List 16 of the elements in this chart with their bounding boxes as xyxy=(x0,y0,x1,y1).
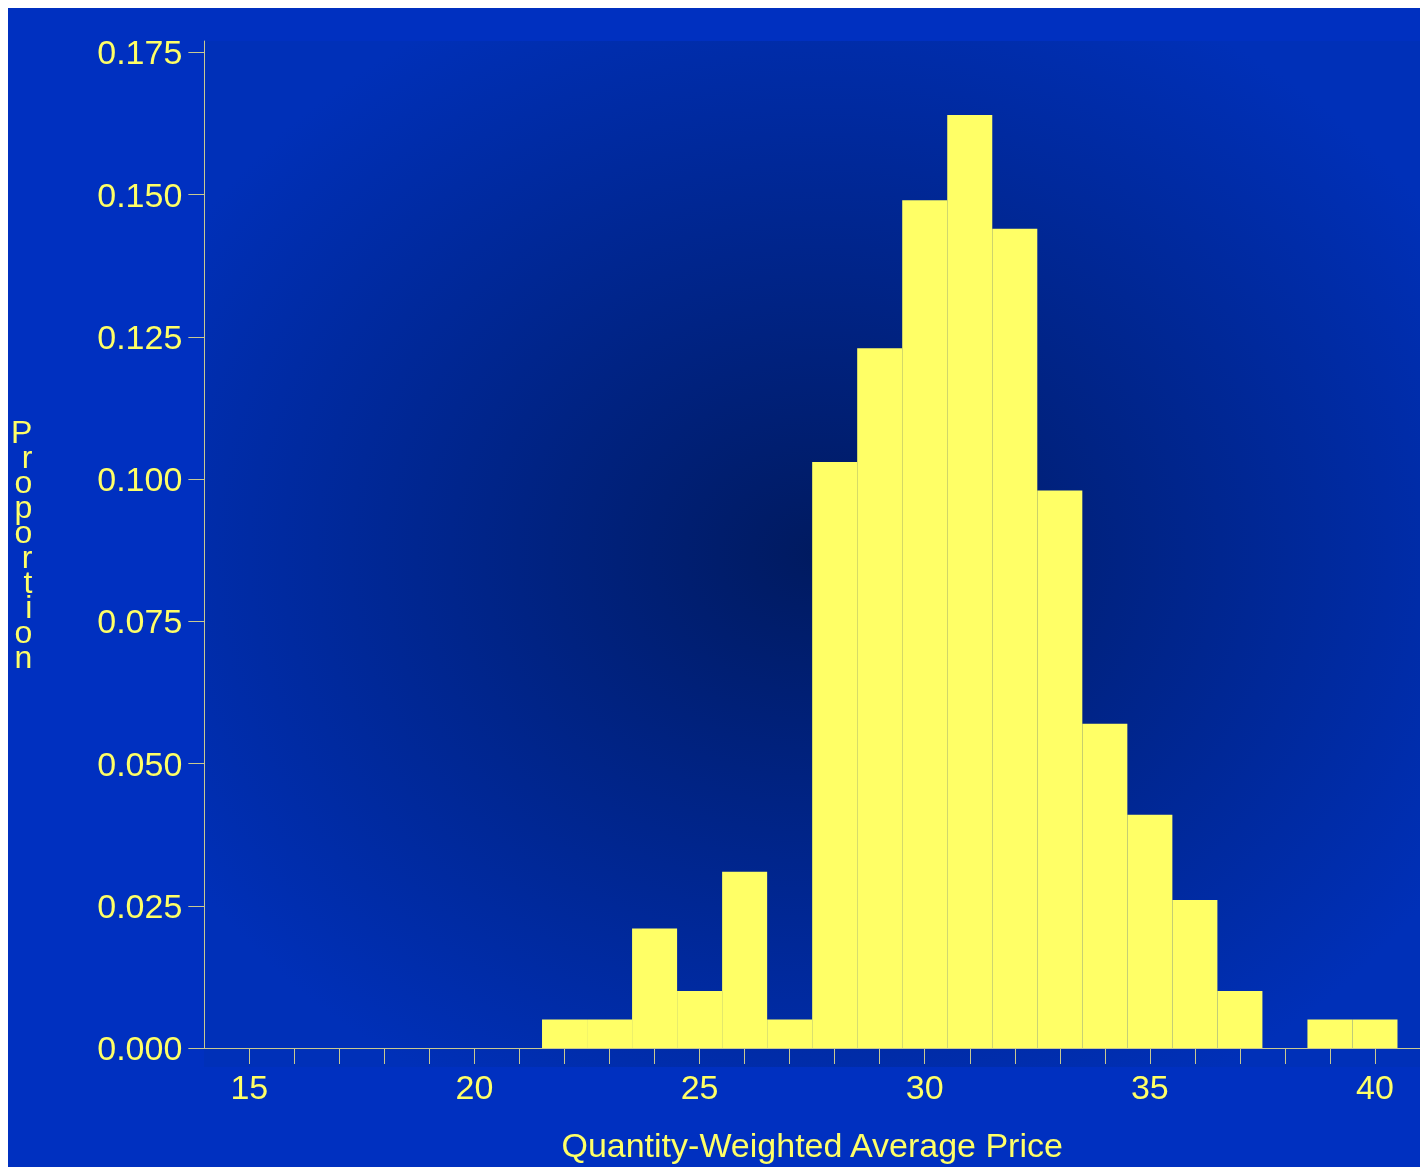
y-tick-label: 0.000 xyxy=(97,1029,183,1067)
y-tick-label: 0.050 xyxy=(97,744,183,783)
y-tick-label: 0.100 xyxy=(97,460,183,499)
x-tick-label: 30 xyxy=(905,1068,944,1106)
y-tick-label: 0.025 xyxy=(97,886,183,925)
x-tick-label: 35 xyxy=(1130,1068,1169,1106)
y-tick-label: 0.150 xyxy=(97,175,183,214)
y-tick-label: 0.075 xyxy=(97,602,183,641)
y-tick-label: 0.125 xyxy=(97,317,183,356)
x-tick-label: 25 xyxy=(680,1068,719,1106)
y-tick-label: 0.175 xyxy=(97,33,183,72)
x-tick-label: 15 xyxy=(230,1068,269,1106)
text: Proportion xyxy=(11,414,33,675)
x-tick-label: 40 xyxy=(1356,1068,1394,1106)
x-tick-label: 20 xyxy=(455,1068,494,1106)
x-axis-title: Quantity-Weighted Average Price xyxy=(561,1126,1063,1164)
